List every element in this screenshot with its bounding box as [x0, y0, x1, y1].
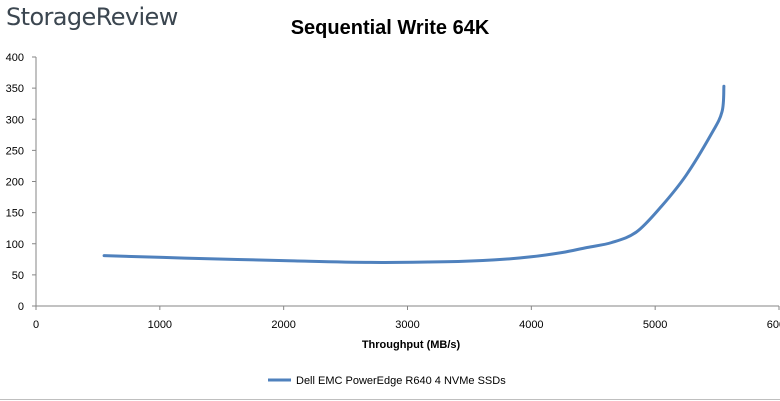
- y-tick-label: 400: [6, 52, 24, 64]
- bottom-divider: [0, 399, 780, 400]
- x-tick-label: 4000: [519, 319, 543, 331]
- x-tick-label: 6000: [767, 319, 780, 331]
- legend: Dell EMC PowerEdge R640 4 NVMe SSDs: [268, 375, 506, 387]
- storagereview-logo: StorageReview: [6, 3, 178, 31]
- y-tick-label: 300: [6, 114, 24, 126]
- y-tick-label: 350: [6, 83, 24, 95]
- y-tick-label: 250: [6, 145, 24, 157]
- x-tick-label: 1000: [148, 319, 172, 331]
- y-tick-label: 0: [18, 301, 24, 313]
- y-tick-label: 100: [6, 239, 24, 251]
- y-tick-label: 150: [6, 208, 24, 220]
- y-tick-label: 50: [12, 270, 24, 282]
- x-tick-label: 3000: [395, 319, 419, 331]
- y-axis-ticks: 0 50 100 150 200 250 300 350 400: [6, 52, 36, 313]
- x-tick-label: 0: [33, 319, 39, 331]
- y-tick-label: 200: [6, 177, 24, 189]
- x-axis-label: Throughput (MB/s): [362, 339, 461, 351]
- x-tick-label: 5000: [643, 319, 667, 331]
- legend-label: Dell EMC PowerEdge R640 4 NVMe SSDs: [296, 375, 506, 387]
- x-tick-label: 2000: [271, 319, 295, 331]
- series-line-dell-emc-poweredge-r640: [102, 84, 726, 264]
- chart-title: Sequential Write 64K: [291, 17, 490, 39]
- x-axis-ticks: 0 1000 2000 3000 4000 5000 6000: [33, 306, 780, 331]
